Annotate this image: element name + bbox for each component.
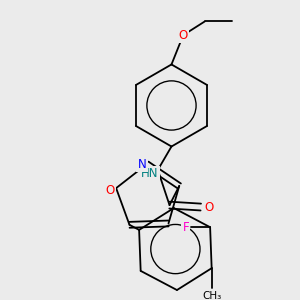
Text: O: O (204, 200, 213, 214)
Text: N: N (138, 158, 146, 171)
Text: O: O (106, 184, 115, 196)
Text: HN: HN (141, 167, 159, 180)
Text: O: O (178, 29, 188, 42)
Text: CH₃: CH₃ (202, 290, 221, 300)
Text: F: F (182, 221, 189, 234)
